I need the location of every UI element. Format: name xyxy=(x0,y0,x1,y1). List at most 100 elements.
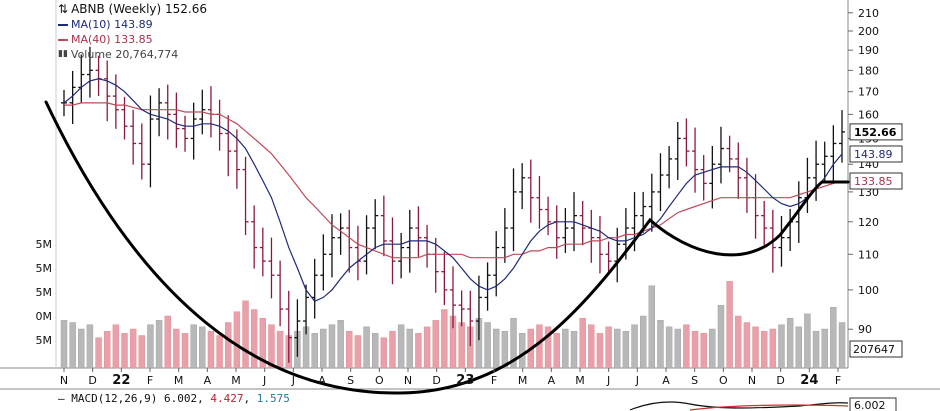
ohlc-bar xyxy=(605,241,612,275)
volume-bar xyxy=(648,285,656,369)
ohlc-bar xyxy=(536,175,543,229)
volume-bar xyxy=(423,326,431,369)
ohlc-bar xyxy=(839,110,845,163)
ohlc-bar xyxy=(225,115,232,177)
volume-tick-label: 5M xyxy=(36,286,53,299)
time-tick-label: A xyxy=(318,374,326,387)
macd-hist-value: 1.575 xyxy=(256,392,290,405)
volume-bar xyxy=(510,317,517,369)
volume-bar xyxy=(346,330,353,369)
volume-axis: 5M 5M 5M 0M 5M xyxy=(36,238,53,347)
ohlc-bar xyxy=(398,232,405,279)
time-tick-label: J xyxy=(262,374,266,387)
time-tick-label: F xyxy=(491,374,497,387)
ohlc-bar xyxy=(726,135,733,173)
ohlc-bar xyxy=(752,174,759,239)
volume-bar xyxy=(596,333,604,369)
ohlc-bar xyxy=(588,209,595,263)
ohlc-bar xyxy=(787,208,794,251)
volume-bars xyxy=(60,281,846,369)
ma40-price-badge-box xyxy=(849,172,903,190)
volume-bar xyxy=(786,317,794,369)
ohlc-bar xyxy=(510,168,517,252)
ohlc-bar xyxy=(813,140,820,201)
volume-bar xyxy=(665,326,673,369)
time-tick-label: S xyxy=(347,374,354,387)
volume-bar xyxy=(614,328,621,369)
volume-bar xyxy=(250,309,258,369)
ohlc-bar xyxy=(657,153,664,212)
ohlc-bar xyxy=(700,154,707,201)
time-tick-label: N xyxy=(748,374,756,387)
volume-bar xyxy=(69,322,76,369)
ohlc-bar xyxy=(121,96,128,140)
volume-bar xyxy=(337,320,344,369)
volume-bar xyxy=(458,322,465,369)
ohlc-bar xyxy=(86,46,93,98)
price-tick-label: 90 xyxy=(858,323,872,336)
last-price-badge-box xyxy=(849,123,903,141)
last-price-badge-text: 152.66 xyxy=(854,126,897,139)
ma10-price-badge-box xyxy=(849,145,903,163)
ma40-swatch-icon xyxy=(58,38,68,41)
volume-bar xyxy=(484,322,491,369)
time-tick-label: J xyxy=(635,374,639,387)
price-tick-label: 160 xyxy=(858,108,879,121)
ma10-price-badge: 143.89 xyxy=(849,145,903,163)
volume-label: Volume 20,764,774 xyxy=(70,48,179,61)
volume-bar xyxy=(743,322,751,369)
ohlc-bar xyxy=(164,84,171,140)
ohlc-bar xyxy=(424,224,431,268)
time-tick-label: A xyxy=(548,374,556,387)
ma40-price-badge-text: 133.85 xyxy=(854,175,893,188)
volume-badge-box xyxy=(849,340,903,358)
volume-bars-icon: ▮▮ xyxy=(58,49,68,59)
ohlc-bar xyxy=(761,200,768,246)
volume-bar xyxy=(562,328,569,369)
price-tick-label: 200 xyxy=(858,25,879,38)
ohlc-bar xyxy=(804,157,811,213)
volume-bar xyxy=(501,330,509,369)
volume-bar xyxy=(838,322,846,369)
volume-bar xyxy=(372,333,379,369)
price-tick-label: 190 xyxy=(858,44,879,57)
volume-bar xyxy=(363,326,370,369)
ohlc-bar xyxy=(830,125,837,182)
volume-bar xyxy=(821,328,828,369)
ohlc-bar xyxy=(156,88,163,137)
volume-bar xyxy=(199,326,206,369)
ma10-line xyxy=(63,78,843,303)
time-axis: N D 22 F M A M J J A S O N D 23 F M A M J J A S O N D 24 F xyxy=(60,368,841,388)
time-tick-label: F xyxy=(147,374,153,387)
volume-tick-label: 0M xyxy=(36,310,53,323)
price-tick-label: 100 xyxy=(858,284,879,297)
time-tick-label: O xyxy=(375,374,384,387)
volume-legend: ▮▮ Volume 20,764,774 xyxy=(58,47,207,62)
ohlc-bar xyxy=(579,200,586,246)
volume-bar xyxy=(190,324,197,369)
time-tick-label: 23 xyxy=(456,373,474,388)
ohlc-bar xyxy=(328,214,335,278)
ohlc-bar xyxy=(778,215,785,267)
ohlc-bar xyxy=(674,122,681,181)
volume-bar xyxy=(536,324,543,369)
ohlc-bar xyxy=(501,208,508,263)
ohlc-bar xyxy=(743,157,750,213)
ohlc-bar xyxy=(640,191,647,233)
time-tick-label: A xyxy=(662,374,670,387)
ma40-label: MA(40) 133.85 xyxy=(71,33,153,46)
time-tick-label: D xyxy=(432,374,440,387)
volume-bar xyxy=(354,335,362,369)
time-tick-label: F xyxy=(835,374,841,387)
time-tick-label: O xyxy=(719,374,728,387)
volume-bar xyxy=(804,313,811,369)
ohlc-bar xyxy=(389,217,396,285)
ohlc-bar xyxy=(372,199,379,250)
macd-signal-line xyxy=(689,404,849,411)
ohlc-bar xyxy=(112,74,119,129)
ohlc-bar xyxy=(467,290,474,347)
price-axis: 2102001901801701601501401301201101009014… xyxy=(848,7,903,358)
ohlc-bar xyxy=(182,115,189,152)
volume-bar xyxy=(778,324,785,369)
